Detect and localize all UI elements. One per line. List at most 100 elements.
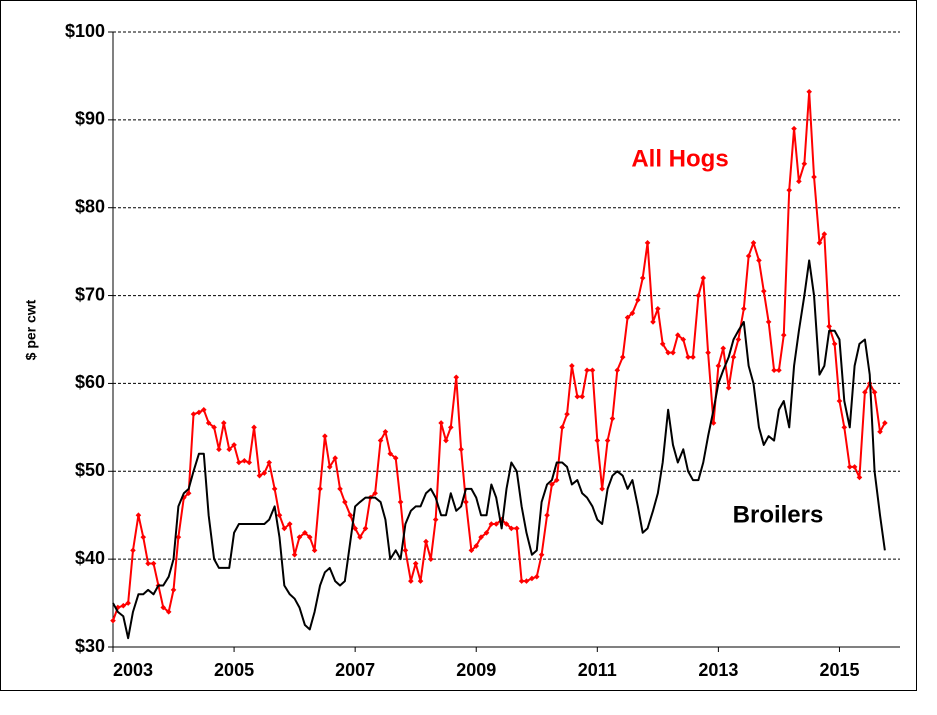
data-point <box>836 398 843 404</box>
data-point <box>387 450 394 457</box>
data-point <box>150 560 157 567</box>
data-point <box>448 424 454 431</box>
data-point <box>690 354 696 360</box>
data-point <box>493 521 500 527</box>
y-tick-label: $90 <box>75 109 105 129</box>
data-point <box>841 424 848 431</box>
data-point <box>190 411 197 417</box>
data-point <box>205 420 212 426</box>
x-tick-label: 2007 <box>335 660 375 680</box>
data-point <box>675 332 681 338</box>
data-point <box>756 257 762 264</box>
data-point <box>397 499 404 505</box>
data-point <box>523 578 530 584</box>
data-point <box>256 472 263 479</box>
data-point <box>705 349 711 356</box>
data-point <box>579 393 585 400</box>
y-tick-label: $100 <box>65 21 105 41</box>
data-point <box>226 446 233 453</box>
y-tick-label: $50 <box>75 460 105 480</box>
data-point <box>196 409 202 416</box>
data-point <box>302 529 308 536</box>
data-point <box>599 486 605 492</box>
data-point <box>882 420 888 426</box>
data-point <box>821 231 828 237</box>
data-point <box>513 525 520 532</box>
data-point <box>549 481 555 488</box>
data-point <box>428 556 434 562</box>
data-point <box>750 240 757 246</box>
data-point <box>326 464 333 470</box>
data-point <box>220 420 227 426</box>
data-point <box>700 275 707 281</box>
x-tick-label: 2005 <box>214 660 254 680</box>
data-point <box>342 499 348 505</box>
data-point <box>816 240 823 246</box>
data-point <box>508 525 515 532</box>
series-line <box>112 90 886 621</box>
data-point <box>286 521 293 527</box>
data-point <box>412 560 419 567</box>
data-point <box>791 125 797 132</box>
data-point <box>251 424 257 431</box>
data-point <box>760 288 767 294</box>
data-point <box>241 457 248 464</box>
data-point <box>135 512 142 519</box>
data-point <box>165 609 172 615</box>
data-point <box>529 575 535 582</box>
data-point <box>594 437 601 444</box>
data-point <box>650 319 656 325</box>
data-point <box>408 578 414 584</box>
data-point <box>357 534 363 540</box>
series-line <box>112 259 886 640</box>
data-point <box>296 534 303 540</box>
data-point <box>659 341 666 347</box>
data-point <box>402 547 409 554</box>
data-point <box>877 428 883 435</box>
data-point <box>231 442 237 448</box>
data-point <box>584 367 590 374</box>
data-point <box>574 393 581 400</box>
data-point <box>745 253 752 259</box>
data-point <box>635 297 641 303</box>
data-point <box>665 349 671 356</box>
data-point <box>533 573 540 580</box>
data-point <box>786 187 793 193</box>
data-point <box>725 385 732 391</box>
data-point <box>438 420 444 426</box>
data-point <box>120 602 127 609</box>
data-point <box>377 437 384 444</box>
data-point <box>655 305 661 312</box>
x-tick-label: 2009 <box>456 660 496 680</box>
data-point <box>392 455 399 461</box>
data-point <box>862 389 868 396</box>
data-point <box>382 428 389 435</box>
data-point <box>291 551 298 558</box>
data-point <box>715 363 722 369</box>
data-point <box>639 275 646 281</box>
data-point <box>730 354 737 360</box>
data-point <box>559 424 565 431</box>
data-point <box>776 367 782 374</box>
x-tick-label: 2011 <box>578 660 617 680</box>
data-point <box>488 521 495 527</box>
data-point <box>352 525 358 532</box>
data-point <box>332 455 338 461</box>
x-tick-label: 2013 <box>698 660 738 680</box>
data-point <box>468 547 475 554</box>
data-point <box>614 367 621 374</box>
data-point <box>851 464 858 470</box>
data-point <box>680 336 687 343</box>
data-point <box>871 389 878 396</box>
data-point <box>553 477 560 483</box>
data-point <box>771 367 777 374</box>
y-tick-label: $60 <box>75 372 105 392</box>
data-point <box>619 354 626 360</box>
data-point <box>765 319 772 325</box>
data-point <box>538 551 545 558</box>
data-point <box>145 560 151 567</box>
series-label: Broilers <box>733 501 824 528</box>
data-point <box>261 470 268 476</box>
data-point <box>110 617 116 624</box>
